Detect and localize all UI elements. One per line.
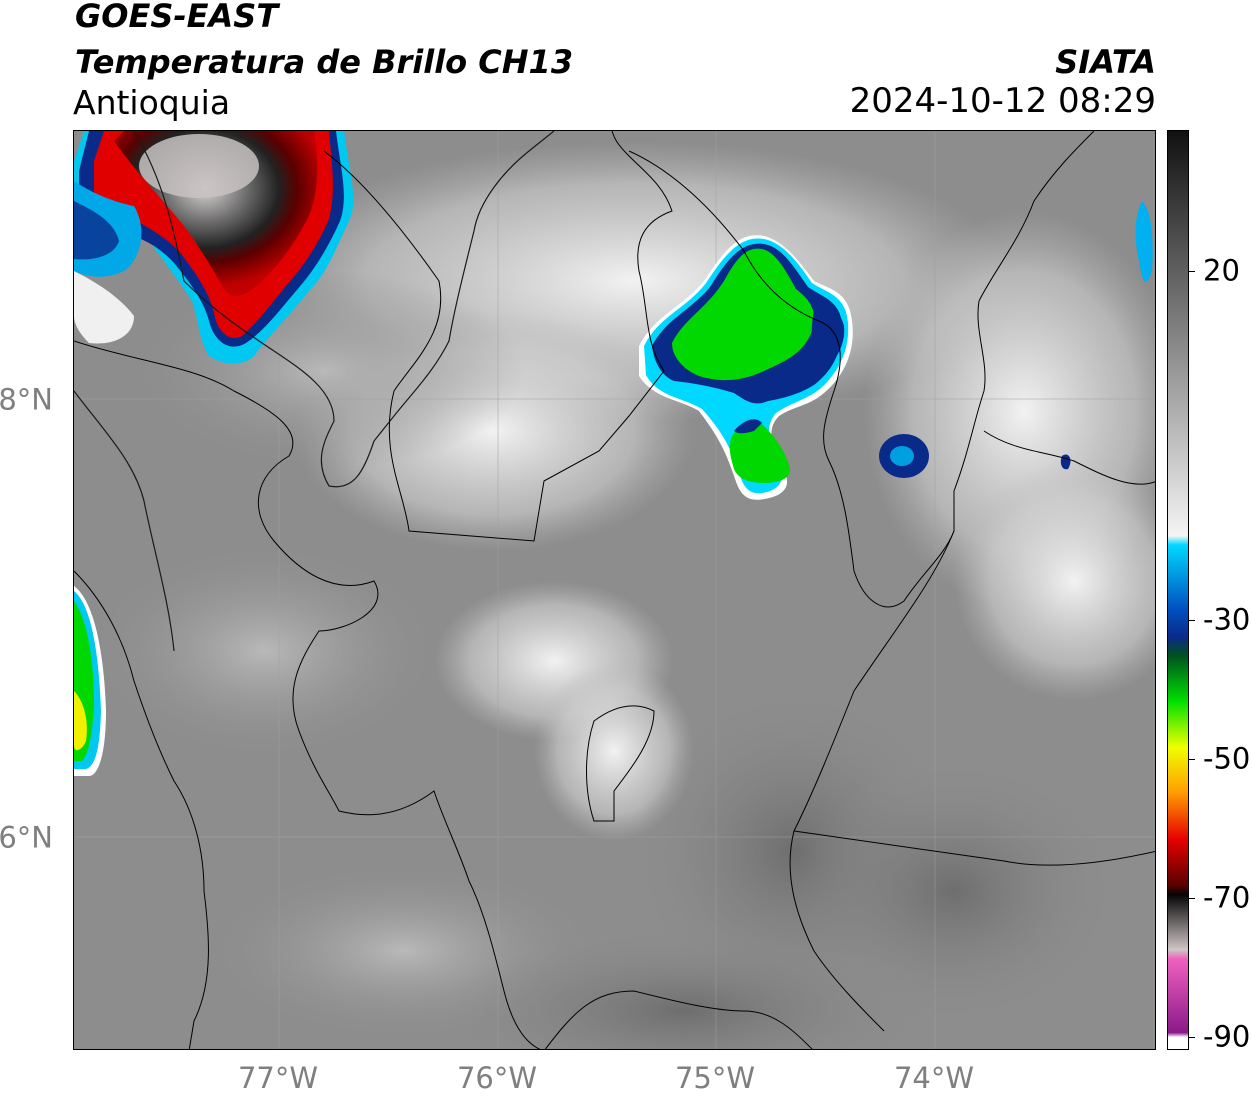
colorbar-tick-mark (1189, 271, 1195, 272)
y-tick-8n: 8°N (0, 382, 53, 417)
map-canvas (74, 131, 1155, 1049)
satellite-title: GOES-EAST (75, 0, 279, 35)
x-tick-77w: 77°W (237, 1061, 319, 1095)
product-title: Temperatura de Brillo CH13 (75, 43, 574, 81)
x-tick-74w: 74°W (893, 1061, 975, 1095)
colorbar (1167, 130, 1189, 1050)
colorbar-tick-20: 20 (1203, 253, 1240, 288)
storm-cell-northwest (74, 131, 354, 364)
colorbar-tick-mark (1189, 898, 1195, 899)
colorbar-tick-mark (1189, 759, 1195, 760)
colorbar-ramp (1168, 131, 1188, 1049)
y-tick-6n: 6°N (0, 820, 53, 855)
storm-cell-central (74, 201, 1153, 776)
colorbar-tick-minus50: -50 (1203, 741, 1251, 776)
colorbar-tick-minus30: -30 (1203, 602, 1251, 637)
colorbar-tick-mark (1189, 1037, 1195, 1038)
x-tick-75w: 75°W (674, 1061, 756, 1095)
coastline (74, 131, 555, 652)
x-tick-76w: 76°W (456, 1061, 538, 1095)
region-label: Antioquia (73, 83, 231, 122)
datetime-label: 2024-10-12 08:29 (849, 81, 1156, 121)
colorbar-tick-minus70: -70 (1203, 880, 1251, 915)
agency-label: SIATA (1055, 43, 1156, 81)
colorbar-tick-mark (1189, 620, 1195, 621)
borders (74, 131, 1155, 1049)
colorbar-tick-minus90: -90 (1203, 1019, 1251, 1054)
satellite-map[interactable] (73, 130, 1156, 1050)
